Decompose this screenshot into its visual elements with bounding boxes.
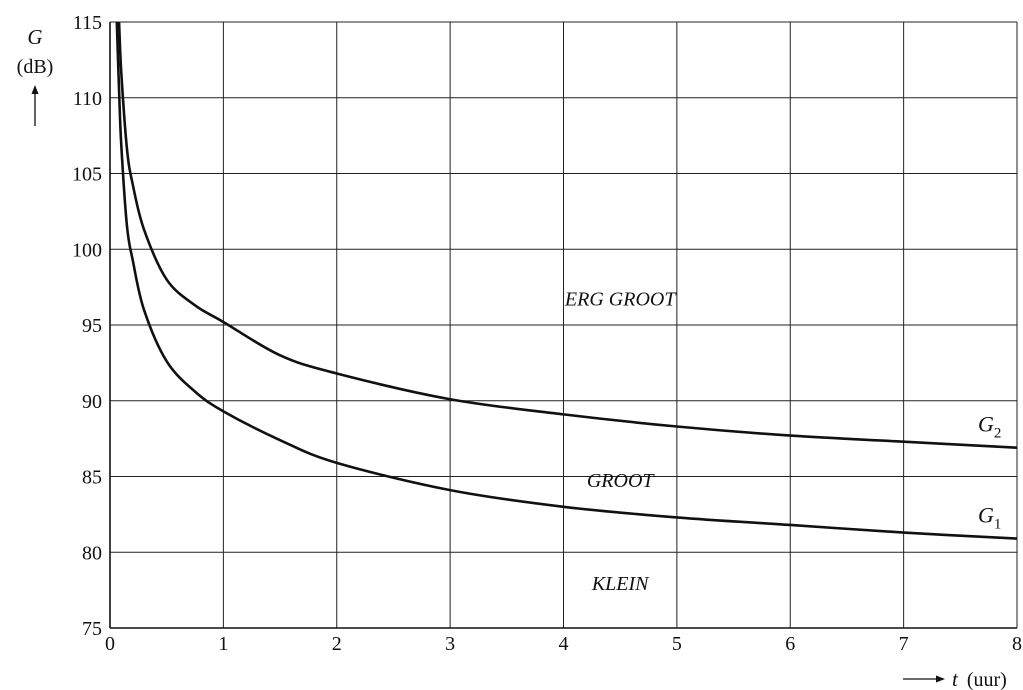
series-label-main: G	[978, 412, 994, 437]
series-label-G2: G2	[978, 412, 1001, 442]
series-line-G1	[115, 21, 1018, 540]
x-tick-label: 4	[559, 633, 569, 655]
y-tick-label: 105	[72, 164, 102, 186]
x-tick-label: 2	[332, 633, 342, 655]
x-tick-label: 1	[218, 633, 228, 655]
region-labels: ERG GROOT GROOT KLEIN	[564, 288, 677, 595]
svg-text:t (uur): t (uur)	[952, 667, 1007, 690]
x-tick-label: 5	[672, 633, 682, 655]
region-label: GROOT	[587, 470, 656, 492]
y-tick-label: 115	[73, 12, 102, 34]
y-tick-label: 75	[82, 618, 102, 640]
series-label-main: G	[978, 503, 994, 528]
y-tick-label: 100	[72, 239, 102, 261]
x-tick-label: 7	[899, 633, 909, 655]
y-tick-label: 95	[82, 315, 102, 337]
y-axis-arrow-icon	[31, 85, 39, 126]
series-label-sub: 1	[994, 517, 1002, 533]
series-label-sub: 2	[994, 426, 1002, 442]
series-label-G1: G1	[978, 503, 1001, 533]
region-label: KLEIN	[591, 573, 650, 595]
x-axis-variable: t	[952, 667, 959, 690]
tick-labels: 0 1 2 3 4 5 6 7 8 75 80 85 90 95 100 105 110 115	[72, 12, 1022, 655]
x-tick-label: 8	[1012, 633, 1022, 655]
y-tick-label: 85	[82, 467, 102, 489]
axes	[109, 22, 1017, 629]
x-axis-arrow-icon	[903, 675, 945, 683]
x-tick-label: 3	[445, 633, 455, 655]
x-tick-label: 0	[105, 633, 115, 655]
region-label: ERG GROOT	[564, 288, 677, 310]
grid	[109, 21, 1018, 629]
x-axis-unit: (uur)	[967, 669, 1007, 690]
y-tick-label: 90	[82, 391, 102, 413]
y-axis-variable: G	[27, 25, 42, 49]
y-axis-unit: (dB)	[17, 56, 54, 78]
y-tick-label: 110	[73, 88, 102, 110]
x-tick-label: 6	[785, 633, 795, 655]
y-axis-title: G (dB)	[17, 25, 54, 126]
x-axis-title: t (uur)	[903, 667, 1007, 690]
series-line-G2	[117, 21, 1018, 450]
y-tick-label: 80	[82, 542, 102, 564]
